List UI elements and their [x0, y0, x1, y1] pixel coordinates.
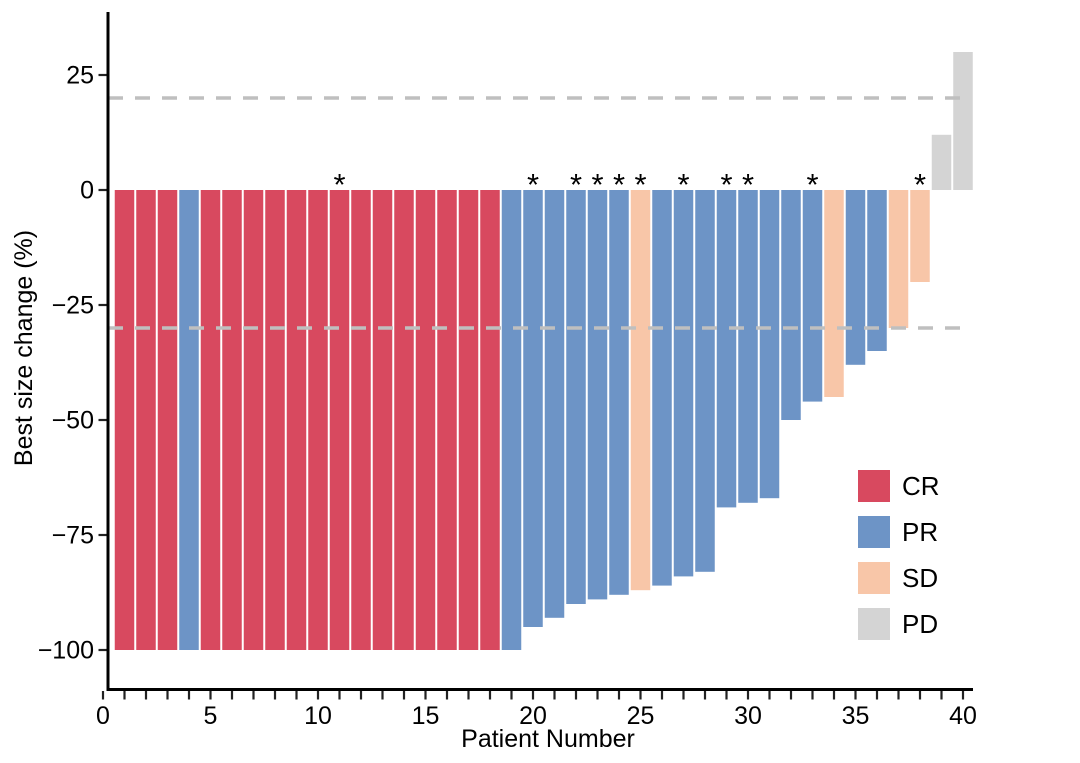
- y-tick-label--75: −75: [52, 522, 94, 550]
- x-tick-label-0: 0: [96, 702, 110, 730]
- bar-patient-22: [566, 190, 586, 604]
- significance-asterisk-patient-23: *: [591, 167, 603, 202]
- bar-patient-33: [802, 190, 823, 402]
- y-tick-label--25: −25: [52, 292, 94, 320]
- bar-patient-26: [652, 190, 672, 586]
- legend-swatch-PR: [858, 516, 890, 548]
- bar-patient-32: [781, 190, 801, 420]
- bar-patient-6: [222, 190, 242, 650]
- significance-asterisk-patient-25: *: [634, 167, 646, 202]
- significance-asterisk-patient-33: *: [806, 167, 818, 202]
- bar-patient-36: [867, 190, 887, 351]
- bar-patient-11: [329, 190, 350, 650]
- bar-patient-20: [523, 190, 543, 627]
- axes-layer: 0 5 10 15 20 25 30 35 40 25 0 −25 −50 −75 −100: [38, 12, 977, 730]
- significance-asterisk-patient-24: *: [613, 167, 625, 202]
- bar-patient-29: [716, 190, 737, 508]
- bar-patient-19: [501, 190, 522, 650]
- bar-patient-34: [824, 190, 844, 397]
- bar-patient-21: [544, 190, 565, 618]
- bar-patient-23: [587, 190, 608, 600]
- bar-patient-13: [372, 190, 393, 650]
- legend-label-CR: CR: [902, 471, 940, 501]
- asterisk-layer: * * * * * * * * * * *: [333, 167, 926, 202]
- y-axis-title: Best size change (%): [10, 230, 38, 466]
- bars-layer: [114, 52, 973, 650]
- x-tick-label-5: 5: [204, 702, 218, 730]
- x-axis-title: Patient Number: [461, 725, 635, 753]
- y-tick-label-0: 0: [80, 177, 94, 205]
- bar-patient-37: [888, 190, 909, 328]
- significance-asterisk-patient-20: *: [527, 167, 539, 202]
- y-tick-label--50: −50: [52, 407, 94, 435]
- legend-label-PD: PD: [902, 609, 938, 639]
- significance-asterisk-patient-27: *: [677, 167, 689, 202]
- bar-patient-3: [157, 190, 178, 650]
- bar-patient-40: [953, 52, 973, 190]
- bar-patient-10: [308, 190, 328, 650]
- bar-patient-38: [910, 190, 930, 282]
- y-tick-label-25: 25: [66, 62, 94, 90]
- significance-asterisk-patient-11: *: [333, 167, 345, 202]
- x-tick-label-20: 20: [519, 702, 547, 730]
- reference-lines-layer: [108, 96, 972, 330]
- legend-label-SD: SD: [902, 563, 938, 593]
- x-tick-label-35: 35: [842, 702, 870, 730]
- bar-patient-17: [458, 190, 479, 650]
- x-tick-label-25: 25: [627, 702, 655, 730]
- bar-patient-18: [480, 190, 500, 650]
- bar-patient-4: [179, 190, 199, 650]
- legend-swatch-SD: [858, 562, 890, 594]
- x-tick-label-30: 30: [734, 702, 762, 730]
- significance-asterisk-patient-30: *: [742, 167, 754, 202]
- y-tick-label--100: −100: [38, 637, 94, 665]
- bar-patient-35: [845, 190, 866, 365]
- legend-swatch-CR: [858, 470, 890, 502]
- bar-patient-28: [695, 190, 715, 572]
- bar-patient-30: [738, 190, 758, 503]
- bar-patient-27: [673, 190, 694, 577]
- significance-asterisk-patient-38: *: [914, 167, 926, 202]
- bar-patient-1: [114, 190, 135, 650]
- x-tick-label-10: 10: [304, 702, 332, 730]
- legend: CR PR SD PD: [858, 470, 940, 640]
- bar-patient-12: [351, 190, 371, 650]
- legend-swatch-PD: [858, 608, 890, 640]
- bar-patient-15: [415, 190, 436, 650]
- bar-patient-16: [437, 190, 457, 650]
- bar-patient-31: [759, 190, 780, 499]
- bar-patient-5: [200, 190, 221, 650]
- bar-patient-24: [609, 190, 629, 595]
- bar-patient-7: [243, 190, 264, 650]
- significance-asterisk-patient-29: *: [720, 167, 732, 202]
- x-tick-label-15: 15: [412, 702, 440, 730]
- bar-patient-25: [630, 190, 651, 591]
- significance-asterisk-patient-22: *: [570, 167, 582, 202]
- bar-patient-8: [265, 190, 285, 650]
- x-tick-label-40: 40: [949, 702, 977, 730]
- bar-patient-9: [286, 190, 307, 650]
- legend-label-PR: PR: [902, 517, 938, 547]
- bar-patient-39: [931, 134, 952, 190]
- bar-patient-14: [394, 190, 414, 650]
- bar-patient-2: [136, 190, 156, 650]
